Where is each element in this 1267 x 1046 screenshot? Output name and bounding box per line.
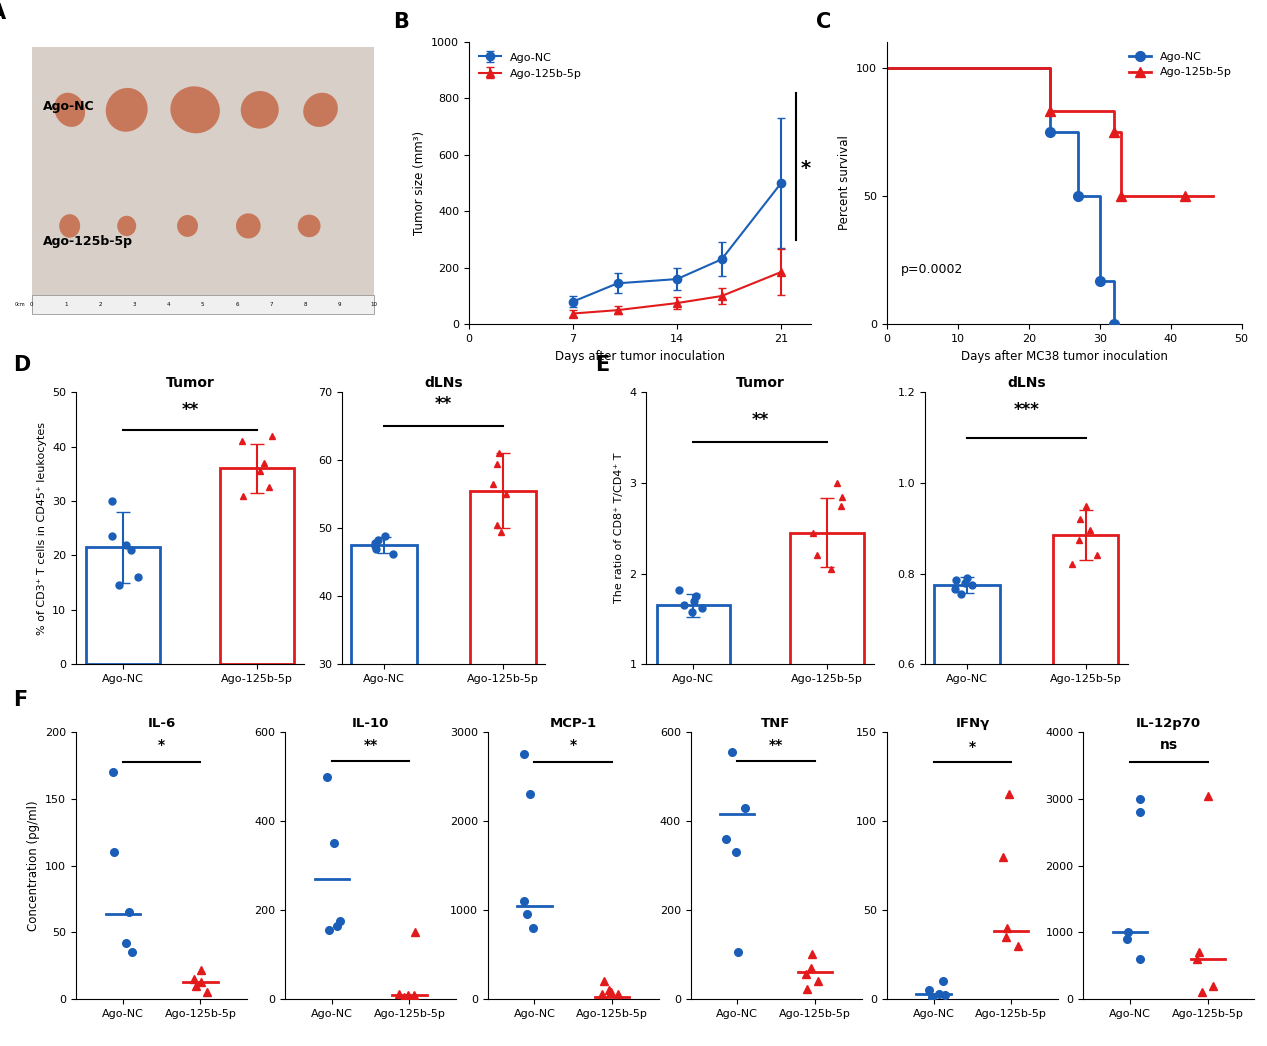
Ago-NC	[1071, 189, 1086, 202]
Text: *: *	[801, 159, 811, 179]
Text: *: *	[570, 737, 576, 752]
Text: *: *	[969, 740, 976, 753]
Ago-NC	[1092, 274, 1107, 287]
Text: 2: 2	[99, 302, 101, 306]
Ago-125b-5p	[1106, 126, 1121, 138]
Ellipse shape	[60, 214, 80, 237]
Text: ns: ns	[1159, 738, 1178, 752]
Ellipse shape	[236, 213, 261, 238]
Title: MCP-1: MCP-1	[550, 717, 597, 730]
Text: **: **	[769, 738, 783, 752]
Ellipse shape	[303, 93, 338, 127]
Text: **: **	[751, 410, 769, 429]
Bar	[32, 295, 374, 314]
Ago-NC	[1071, 126, 1086, 138]
Text: 4: 4	[167, 302, 170, 306]
Ago-125b-5p	[879, 62, 895, 74]
X-axis label: Days after MC38 tumor inoculation: Days after MC38 tumor inoculation	[960, 349, 1168, 363]
Text: 0cm: 0cm	[15, 302, 25, 306]
Text: 5: 5	[201, 302, 204, 306]
Y-axis label: Tumor size (mm³): Tumor size (mm³)	[413, 131, 426, 235]
Text: **: **	[435, 394, 452, 412]
Text: 3: 3	[133, 302, 136, 306]
Ago-125b-5p	[1114, 189, 1129, 202]
Ellipse shape	[117, 215, 137, 236]
Text: Ago-125b-5p: Ago-125b-5p	[43, 234, 133, 248]
Ellipse shape	[170, 87, 220, 133]
Bar	[470, 491, 536, 868]
Ellipse shape	[54, 93, 85, 127]
Ago-NC	[1043, 62, 1058, 74]
Title: Tumor: Tumor	[166, 376, 214, 390]
Text: F: F	[13, 690, 27, 710]
Text: 10: 10	[370, 302, 378, 306]
Y-axis label: % of CD3⁺ T cells in CD45⁺ leukocytes: % of CD3⁺ T cells in CD45⁺ leukocytes	[37, 422, 47, 635]
Bar	[86, 547, 160, 664]
Bar	[934, 585, 1000, 936]
Title: dLNs: dLNs	[424, 376, 462, 390]
Ellipse shape	[177, 215, 198, 236]
Bar	[656, 606, 730, 755]
Title: IL-12p70: IL-12p70	[1136, 717, 1201, 730]
Bar	[1053, 536, 1119, 936]
Y-axis label: Concentration (pg/ml): Concentration (pg/ml)	[27, 800, 39, 931]
Legend: Ago-NC, Ago-125b-5p: Ago-NC, Ago-125b-5p	[474, 47, 587, 84]
Bar	[791, 532, 864, 755]
Bar	[351, 545, 417, 868]
Text: 7: 7	[270, 302, 272, 306]
Text: A: A	[0, 3, 6, 23]
Y-axis label: The ratio of CD8⁺ T/CD4⁺ T: The ratio of CD8⁺ T/CD4⁺ T	[613, 453, 623, 604]
Legend: Ago-NC, Ago-125b-5p: Ago-NC, Ago-125b-5p	[1124, 47, 1237, 82]
Ago-125b-5p	[1106, 105, 1121, 117]
Ellipse shape	[298, 214, 321, 237]
Ago-125b-5p	[1206, 189, 1221, 202]
Text: 9: 9	[338, 302, 341, 306]
X-axis label: Days after tumor inoculation: Days after tumor inoculation	[555, 349, 725, 363]
Text: **: **	[364, 738, 378, 752]
Ellipse shape	[241, 91, 279, 129]
Ellipse shape	[105, 88, 148, 132]
Line: Ago-NC: Ago-NC	[887, 68, 1114, 324]
Text: Ago-NC: Ago-NC	[43, 99, 95, 113]
Text: C: C	[816, 12, 831, 31]
Text: E: E	[595, 356, 609, 376]
Text: B: B	[394, 12, 409, 31]
Ago-NC	[879, 62, 895, 74]
Ago-125b-5p	[1114, 126, 1129, 138]
Ago-NC	[1043, 126, 1058, 138]
Text: 1: 1	[65, 302, 67, 306]
Title: IL-10: IL-10	[352, 717, 389, 730]
Title: IL-6: IL-6	[147, 717, 176, 730]
Title: Tumor: Tumor	[736, 376, 784, 390]
Text: ***: ***	[1014, 402, 1039, 419]
Y-axis label: Percent survival: Percent survival	[837, 136, 850, 230]
Text: D: D	[13, 356, 30, 376]
Ago-125b-5p	[1177, 189, 1192, 202]
Ago-125b-5p	[1043, 62, 1058, 74]
Text: *: *	[158, 738, 165, 752]
Ago-125b-5p	[1043, 105, 1058, 117]
Text: 8: 8	[304, 302, 307, 306]
Title: TNF: TNF	[761, 717, 791, 730]
Line: Ago-125b-5p: Ago-125b-5p	[887, 68, 1214, 196]
Ago-NC	[1092, 189, 1107, 202]
Text: 0: 0	[30, 302, 33, 306]
Ago-125b-5p	[1177, 189, 1192, 202]
Bar	[32, 47, 374, 314]
Bar	[220, 469, 294, 664]
Ago-NC	[1106, 274, 1121, 287]
Text: **: **	[181, 402, 199, 419]
Title: IFNγ: IFNγ	[955, 717, 990, 730]
Text: 6: 6	[236, 302, 238, 306]
Title: dLNs: dLNs	[1007, 376, 1045, 390]
Ago-NC	[1106, 318, 1121, 331]
Text: p=0.0002: p=0.0002	[901, 264, 963, 276]
